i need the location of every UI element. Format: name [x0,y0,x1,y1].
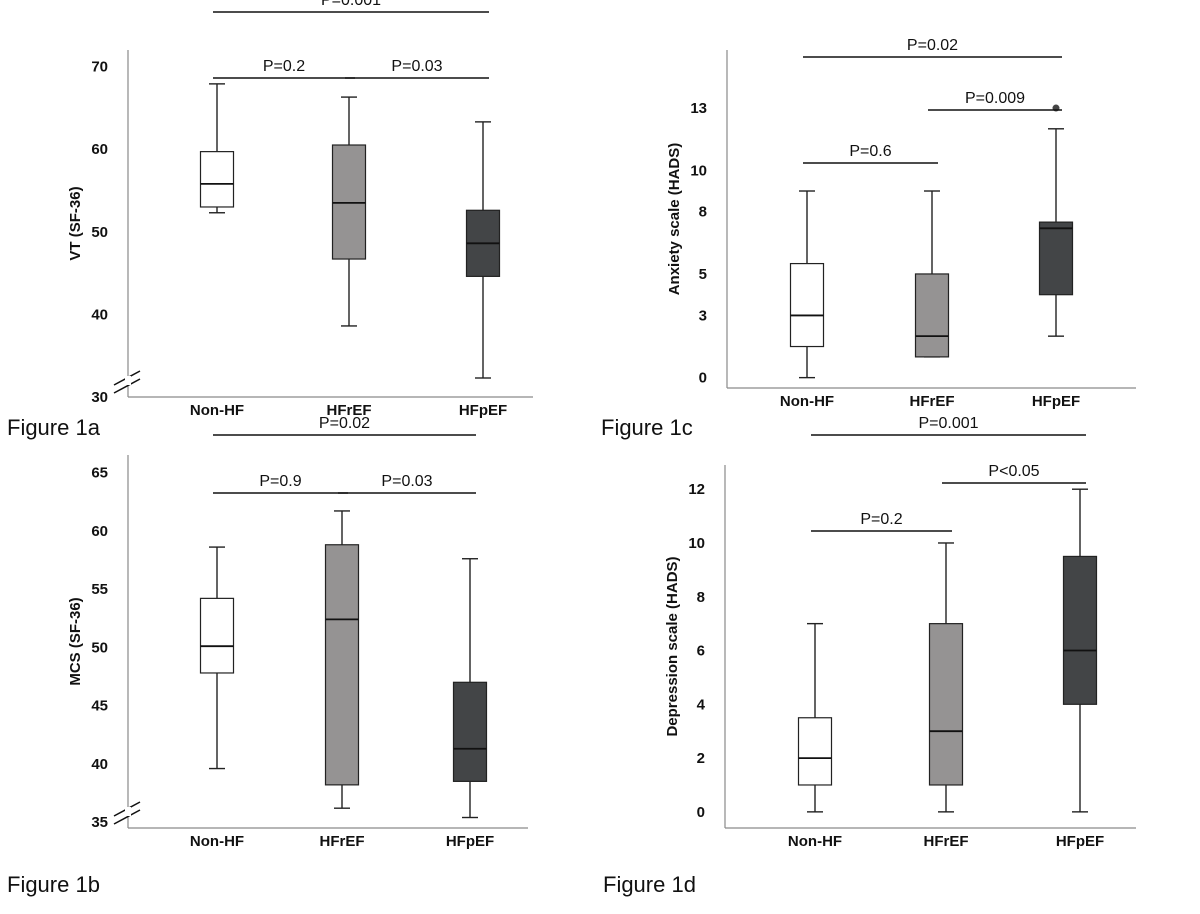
x-tick-label: HFrEF [320,833,365,850]
y-tick-label: 60 [91,523,108,540]
chart-1d: 0 2 4 6 8 10 12 Depression scale (HADS) Non-HF HF… [664,415,1136,850]
y-tick-label: 40 [91,306,108,323]
iqr-box [914,273,950,358]
box-non-hf [199,83,235,214]
p-value-label: P=0.001 [918,415,978,432]
box-hfref [324,510,360,809]
p-value-label: P<0.05 [988,463,1039,480]
iqr-box [199,151,235,208]
iqr-box [797,717,833,786]
chart-1a: 30 40 50 60 70 VT (SF-36) Non-HF HFrEF HFpEF P=0.… [67,0,533,419]
box-hfpef [1038,128,1074,337]
iqr-box [452,681,488,782]
iqr-box [789,262,825,348]
axis-break-gap [125,807,131,816]
y-tick-label: 65 [91,464,108,481]
p-value-label: P=0.02 [319,415,370,432]
y-axis-label: Anxiety scale (HADS) [666,143,683,296]
p-value-label: P=0.2 [263,58,305,75]
iqr-box [324,544,360,786]
box-non-hf [199,546,235,770]
y-tick-label: 50 [91,639,108,656]
y-tick-label: 2 [697,750,705,767]
iqr-box [928,623,964,786]
x-tick-label: HFrEF [910,393,955,410]
y-tick-label: 10 [688,535,705,552]
figure-1c-label: Figure 1c [601,415,693,440]
y-tick-label: 70 [91,59,108,76]
iqr-box [199,597,235,674]
p-value-label: P=0.2 [860,511,902,528]
box-hfpef [465,121,501,379]
y-tick-label: 55 [91,581,108,598]
p-value-label: P=0.03 [381,473,432,490]
x-tick-label: HFpEF [446,833,494,850]
x-tick-label: HFrEF [327,402,372,419]
y-tick-label: 50 [91,224,108,241]
p-value-label: P=0.009 [965,90,1025,107]
figure-1b-label: Figure 1b [7,872,100,897]
axis-break-mark [113,378,141,394]
y-tick-label: 5 [699,266,707,283]
axis-break-mark [113,809,141,825]
chart-1b: 35 40 45 50 55 60 65 MCS (SF-36) Non-HF HFrEF HFpE… [67,415,528,850]
y-axis-label: VT (SF-36) [67,186,84,260]
box-hfpef [452,558,488,819]
y-tick-label: 13 [690,100,707,117]
iqr-box [1038,221,1074,296]
y-axis-label: MCS (SF-36) [67,597,84,685]
y-tick-label: 6 [697,643,705,660]
x-tick-label: Non-HF [190,402,244,419]
axis-break-gap [125,376,131,385]
p-value-label: P=0.6 [849,143,891,160]
y-tick-label: 40 [91,756,108,773]
y-tick-label: 8 [697,589,705,606]
box-hfpef [1062,488,1098,813]
p-value-label: P=0.02 [907,37,958,54]
p-value-label: P=0.03 [391,58,442,75]
y-tick-label: 0 [699,370,707,387]
x-tick-label: Non-HF [190,833,244,850]
box-hfref [914,190,950,358]
y-tick-label: 4 [697,696,706,713]
figure-1a-label: Figure 1a [7,415,100,440]
box-hfref [331,96,367,327]
y-tick-label: 3 [699,307,707,324]
x-tick-label: HFpEF [1056,833,1104,850]
x-tick-label: HFpEF [1032,393,1080,410]
x-tick-label: HFrEF [924,833,969,850]
x-tick-label: HFpEF [459,402,507,419]
p-value-label: P=0.9 [259,473,301,490]
y-tick-label: 45 [91,698,108,715]
p-value-label: P=0.001 [321,0,381,9]
y-axis-label: Depression scale (HADS) [664,556,681,736]
x-tick-label: Non-HF [788,833,842,850]
figure-1d-label: Figure 1d [603,872,696,897]
iqr-box [1062,555,1098,705]
y-tick-label: 0 [697,804,705,821]
y-tick-label: 12 [688,481,705,498]
chart-1c: 0 3 5 8 10 13 Anxiety scale (HADS) Non-HF HFrEF H… [666,37,1136,410]
box-non-hf [789,190,825,379]
box-non-hf [797,622,833,813]
y-tick-label: 60 [91,141,108,158]
x-tick-label: Non-HF [780,393,834,410]
y-tick-label: 10 [690,162,707,179]
box-hfref [928,542,964,813]
y-tick-label: 30 [91,389,108,406]
y-tick-label: 8 [699,204,707,221]
y-tick-label: 35 [91,814,108,831]
